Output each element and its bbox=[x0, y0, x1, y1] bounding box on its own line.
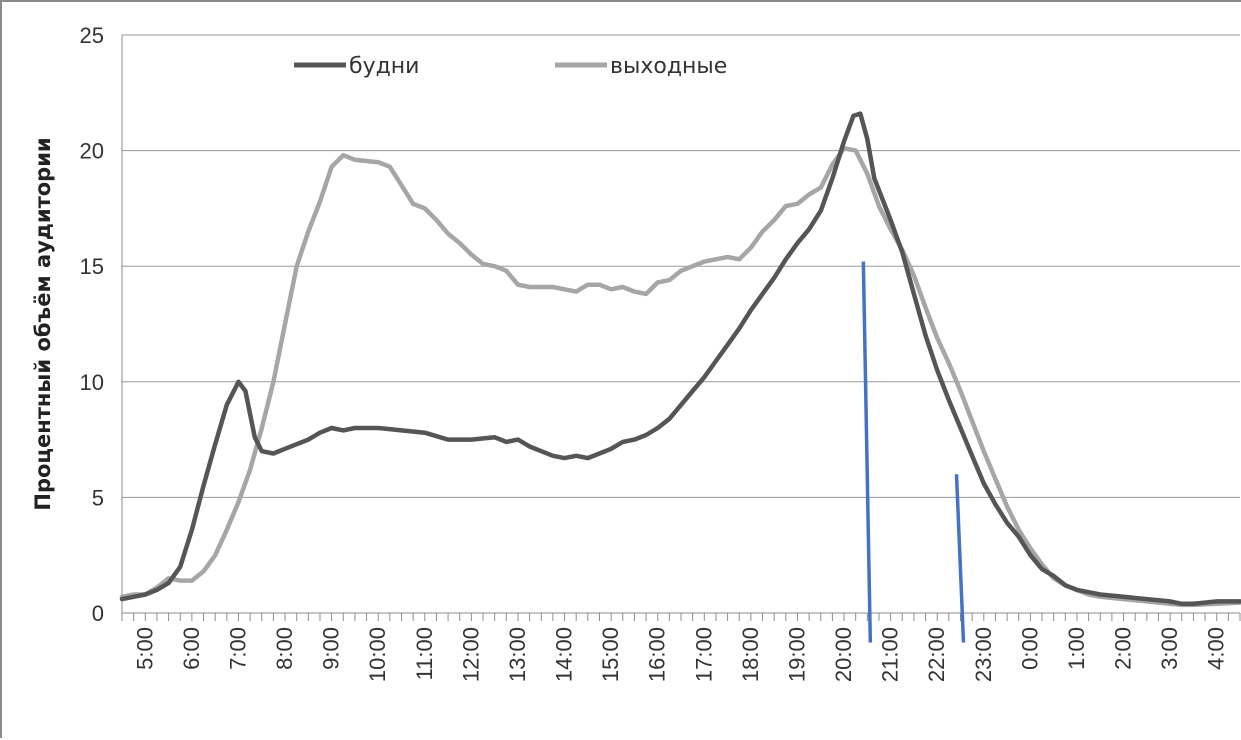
x-tick-label-21: 2:00 bbox=[1111, 627, 1136, 670]
series-line-1 bbox=[119, 146, 1241, 608]
x-tick-label-14: 19:00 bbox=[784, 627, 809, 682]
x-tick-label-17: 22:00 bbox=[924, 627, 949, 682]
x-tick-label-12: 17:00 bbox=[691, 627, 716, 682]
y-tick-label-0: 0 bbox=[92, 601, 104, 626]
y-tick-label-20: 20 bbox=[80, 139, 104, 164]
x-tick-label-20: 1:00 bbox=[1064, 627, 1089, 670]
x-tick-label-15: 20:00 bbox=[831, 627, 856, 682]
y-tick-label-5: 5 bbox=[92, 485, 104, 510]
x-tick-label-2: 7:00 bbox=[225, 627, 250, 670]
x-tick-label-7: 12:00 bbox=[458, 627, 483, 682]
x-tick-label-4: 9:00 bbox=[319, 627, 344, 670]
x-tick-label-13: 18:00 bbox=[738, 627, 763, 682]
x-tick-label-11: 16:00 bbox=[645, 627, 670, 682]
x-tick-label-5: 10:00 bbox=[365, 627, 390, 682]
x-tick-label-8: 13:00 bbox=[505, 627, 530, 682]
x-tick-label-6: 11:00 bbox=[412, 627, 437, 680]
x-tick-label-18: 23:00 bbox=[971, 627, 996, 682]
legend-label-0: будни bbox=[349, 54, 419, 79]
x-tick-label-0: 5:00 bbox=[132, 627, 157, 670]
x-tick-label-23: 4:00 bbox=[1204, 627, 1229, 670]
y-tick-label-25: 25 bbox=[80, 23, 104, 48]
x-tick-label-16: 21:00 bbox=[878, 627, 903, 682]
y-tick-label-10: 10 bbox=[80, 370, 104, 395]
y-axis-title: Процентный объём аудитории bbox=[31, 137, 55, 510]
y-tick-label-15: 15 bbox=[80, 254, 104, 279]
x-tick-label-19: 0:00 bbox=[1017, 627, 1042, 670]
x-tick-label-10: 15:00 bbox=[598, 627, 623, 682]
x-tick-label-9: 14:00 bbox=[552, 627, 577, 682]
x-tick-label-3: 8:00 bbox=[272, 627, 297, 670]
annotation-line-1 bbox=[954, 474, 966, 643]
series-line-0 bbox=[119, 111, 1241, 607]
annotation-line-0 bbox=[861, 261, 873, 643]
x-tick-label-22: 3:00 bbox=[1157, 627, 1182, 670]
legend-label-1: выходные bbox=[610, 54, 727, 79]
x-tick-label-1: 6:00 bbox=[179, 627, 204, 670]
